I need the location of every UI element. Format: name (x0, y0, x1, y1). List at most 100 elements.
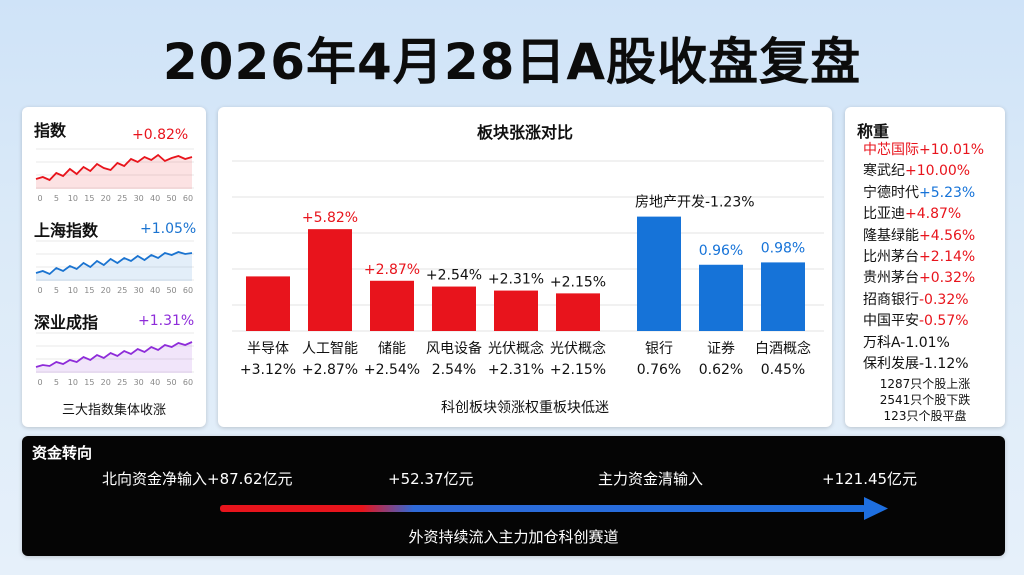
weight-stock-change: +2.14% (919, 249, 976, 265)
index-title-1: 上海指数 (34, 221, 99, 240)
bar-blue-category-1: 证券 (707, 341, 735, 357)
tick-label: 30 (134, 286, 144, 295)
tick-label: 5 (54, 194, 59, 203)
index-sparkline-1: 0 5 10 15 20 25 30 40 50 60 (35, 240, 194, 295)
bar-blue-bottom-value-2: 0.45% (761, 362, 805, 378)
flow-mid-value: +52.37亿元 (388, 470, 474, 488)
bar-blue-2 (761, 262, 805, 331)
index-panel: 指数 +0.82% 0 5 10 15 20 25 30 40 50 60 上海指数 +1.05%… (22, 107, 206, 427)
bar-blue-0 (637, 216, 681, 331)
weights-title: 称重 (857, 122, 890, 141)
bar-5 (556, 293, 600, 331)
sector-chart-panel: 板块张涨对比 半导体 +3.12% +5.82% 人工智能 +2.87% +2.87% 储能… (218, 107, 832, 427)
tick-label: 30 (134, 378, 144, 387)
sparkline-line (35, 341, 193, 368)
stat-flat: 123只个股平盘 (883, 409, 967, 423)
weight-stock-change: -0.57% (919, 313, 969, 330)
weight-stock-name: 万科A (863, 334, 901, 351)
weight-row: 比州茅台+2.14% (863, 246, 975, 266)
index-change-1: +1.05% (140, 221, 197, 237)
flow-arrow-shaft (220, 505, 866, 512)
tick-label: 25 (117, 378, 127, 387)
bar-category-1: 人工智能 (302, 341, 358, 357)
flow-arrow-head (864, 497, 888, 520)
bar-category-3: 风电设备 (426, 340, 482, 357)
sparkline-area (36, 252, 192, 281)
bar-category-4: 光伏概念 (488, 340, 544, 357)
weight-row: 比亚迪+4.87% (863, 203, 961, 223)
weight-stock-change: +5.23% (919, 184, 976, 201)
bar-value-label-3: +2.54% (426, 268, 482, 284)
bar-1 (308, 229, 352, 331)
tick-label: 10 (68, 378, 78, 387)
flow-arrow (220, 497, 888, 520)
flow-main-value: +121.45亿元 (822, 470, 918, 488)
tick-label: 60 (183, 194, 193, 203)
sector-bar-chart: 半导体 +3.12% +5.82% 人工智能 +2.87% +2.87% 储能 +2.54% +… (232, 160, 824, 378)
weight-stock-name: 比州茅台 (863, 249, 919, 265)
bar-bottom-value-5: +2.15% (550, 362, 606, 378)
tick-label: 15 (84, 194, 94, 203)
tick-label: 20 (101, 286, 111, 295)
sparkline-line (35, 251, 193, 276)
weight-row: 中芯国际+10.01% (863, 139, 984, 159)
weight-stock-change: +4.87% (905, 206, 962, 223)
flow-north: 北向资金净输入+87.62亿元 (102, 470, 293, 488)
tick-label: 25 (117, 194, 127, 203)
bar-value-label-1: +5.82% (302, 210, 358, 226)
weight-row: 保利发展-1.12% (863, 353, 969, 373)
bar-3 (432, 286, 476, 331)
bar-blue-bottom-value-1: 0.62% (699, 362, 743, 378)
index-sparkline-2: 0 5 10 15 20 25 30 40 50 60 (35, 332, 194, 387)
weight-stock-change: -1.12% (919, 356, 969, 372)
tick-label: 50 (166, 194, 176, 203)
sparkline-line (35, 153, 193, 182)
tick-label: 10 (68, 194, 78, 203)
chart-title: 板块张涨对比 (476, 123, 573, 142)
bar-blue-1 (699, 264, 743, 331)
bar-bottom-value-0: +3.12% (240, 362, 296, 378)
weight-stock-name: 宁德时代 (863, 184, 919, 201)
weight-row: 万科A-1.01% (863, 332, 950, 352)
weight-row: 宁德时代+5.23% (863, 182, 975, 202)
tick-label: 40 (150, 378, 160, 387)
weight-stock-name: 中国平安 (863, 313, 919, 330)
flow-title: 资金转向 (32, 444, 93, 462)
bar-value-label-5: +2.15% (550, 274, 606, 290)
tick-label: 20 (101, 194, 111, 203)
tick-label: 20 (101, 378, 111, 387)
weight-stock-name: 中芯国际 (863, 142, 919, 158)
tick-label: 40 (150, 194, 160, 203)
bar-category-5: 光伏概念 (550, 340, 606, 357)
bar-0 (246, 276, 290, 331)
weight-row: 招商银行-0.32% (863, 289, 969, 309)
weight-stock-change: -1.01% (900, 334, 950, 351)
bar-blue-value-label-2: 0.98% (761, 240, 805, 256)
weight-stock-name: 隆基绿能 (863, 227, 919, 244)
index-change-0: +0.82% (132, 127, 189, 143)
index-sparkline-0: 0 5 10 15 20 25 30 40 50 60 (35, 148, 194, 203)
weights-panel: 称重 中芯国际+10.01% 寒武纪+10.00% 宁德时代+5.23% 比亚迪+4.… (845, 107, 1005, 427)
bar-category-0: 半导体 (247, 341, 289, 357)
tick-label: 30 (134, 194, 144, 203)
tick-label: 5 (54, 378, 59, 387)
weight-row: 寒武纪+10.00% (863, 160, 970, 180)
bar-bottom-value-3: 2.54% (432, 362, 476, 378)
bar-2 (370, 280, 414, 331)
weight-stock-name: 招商银行 (863, 291, 919, 308)
tick-label: 60 (183, 286, 193, 295)
bar-blue-category-2: 白酒概念 (755, 340, 811, 357)
index-change-2: +1.31% (138, 313, 195, 329)
bar-value-label-4: +2.31% (488, 272, 544, 288)
tick-label: 5 (54, 286, 59, 295)
chart-caption: 科创板块领涨权重板块低迷 (441, 400, 609, 416)
stat-up: 1287只个股上涨 (879, 377, 971, 391)
index-title-2: 深业成指 (34, 313, 99, 332)
weight-stock-name: 比亚迪 (863, 206, 905, 223)
tick-label: 50 (166, 286, 176, 295)
tick-label: 10 (68, 286, 78, 295)
weight-row: 中国平安-0.57% (863, 310, 969, 330)
tick-label: 15 (84, 286, 94, 295)
index-title-0: 指数 (34, 121, 67, 140)
tick-label: 15 (84, 378, 94, 387)
